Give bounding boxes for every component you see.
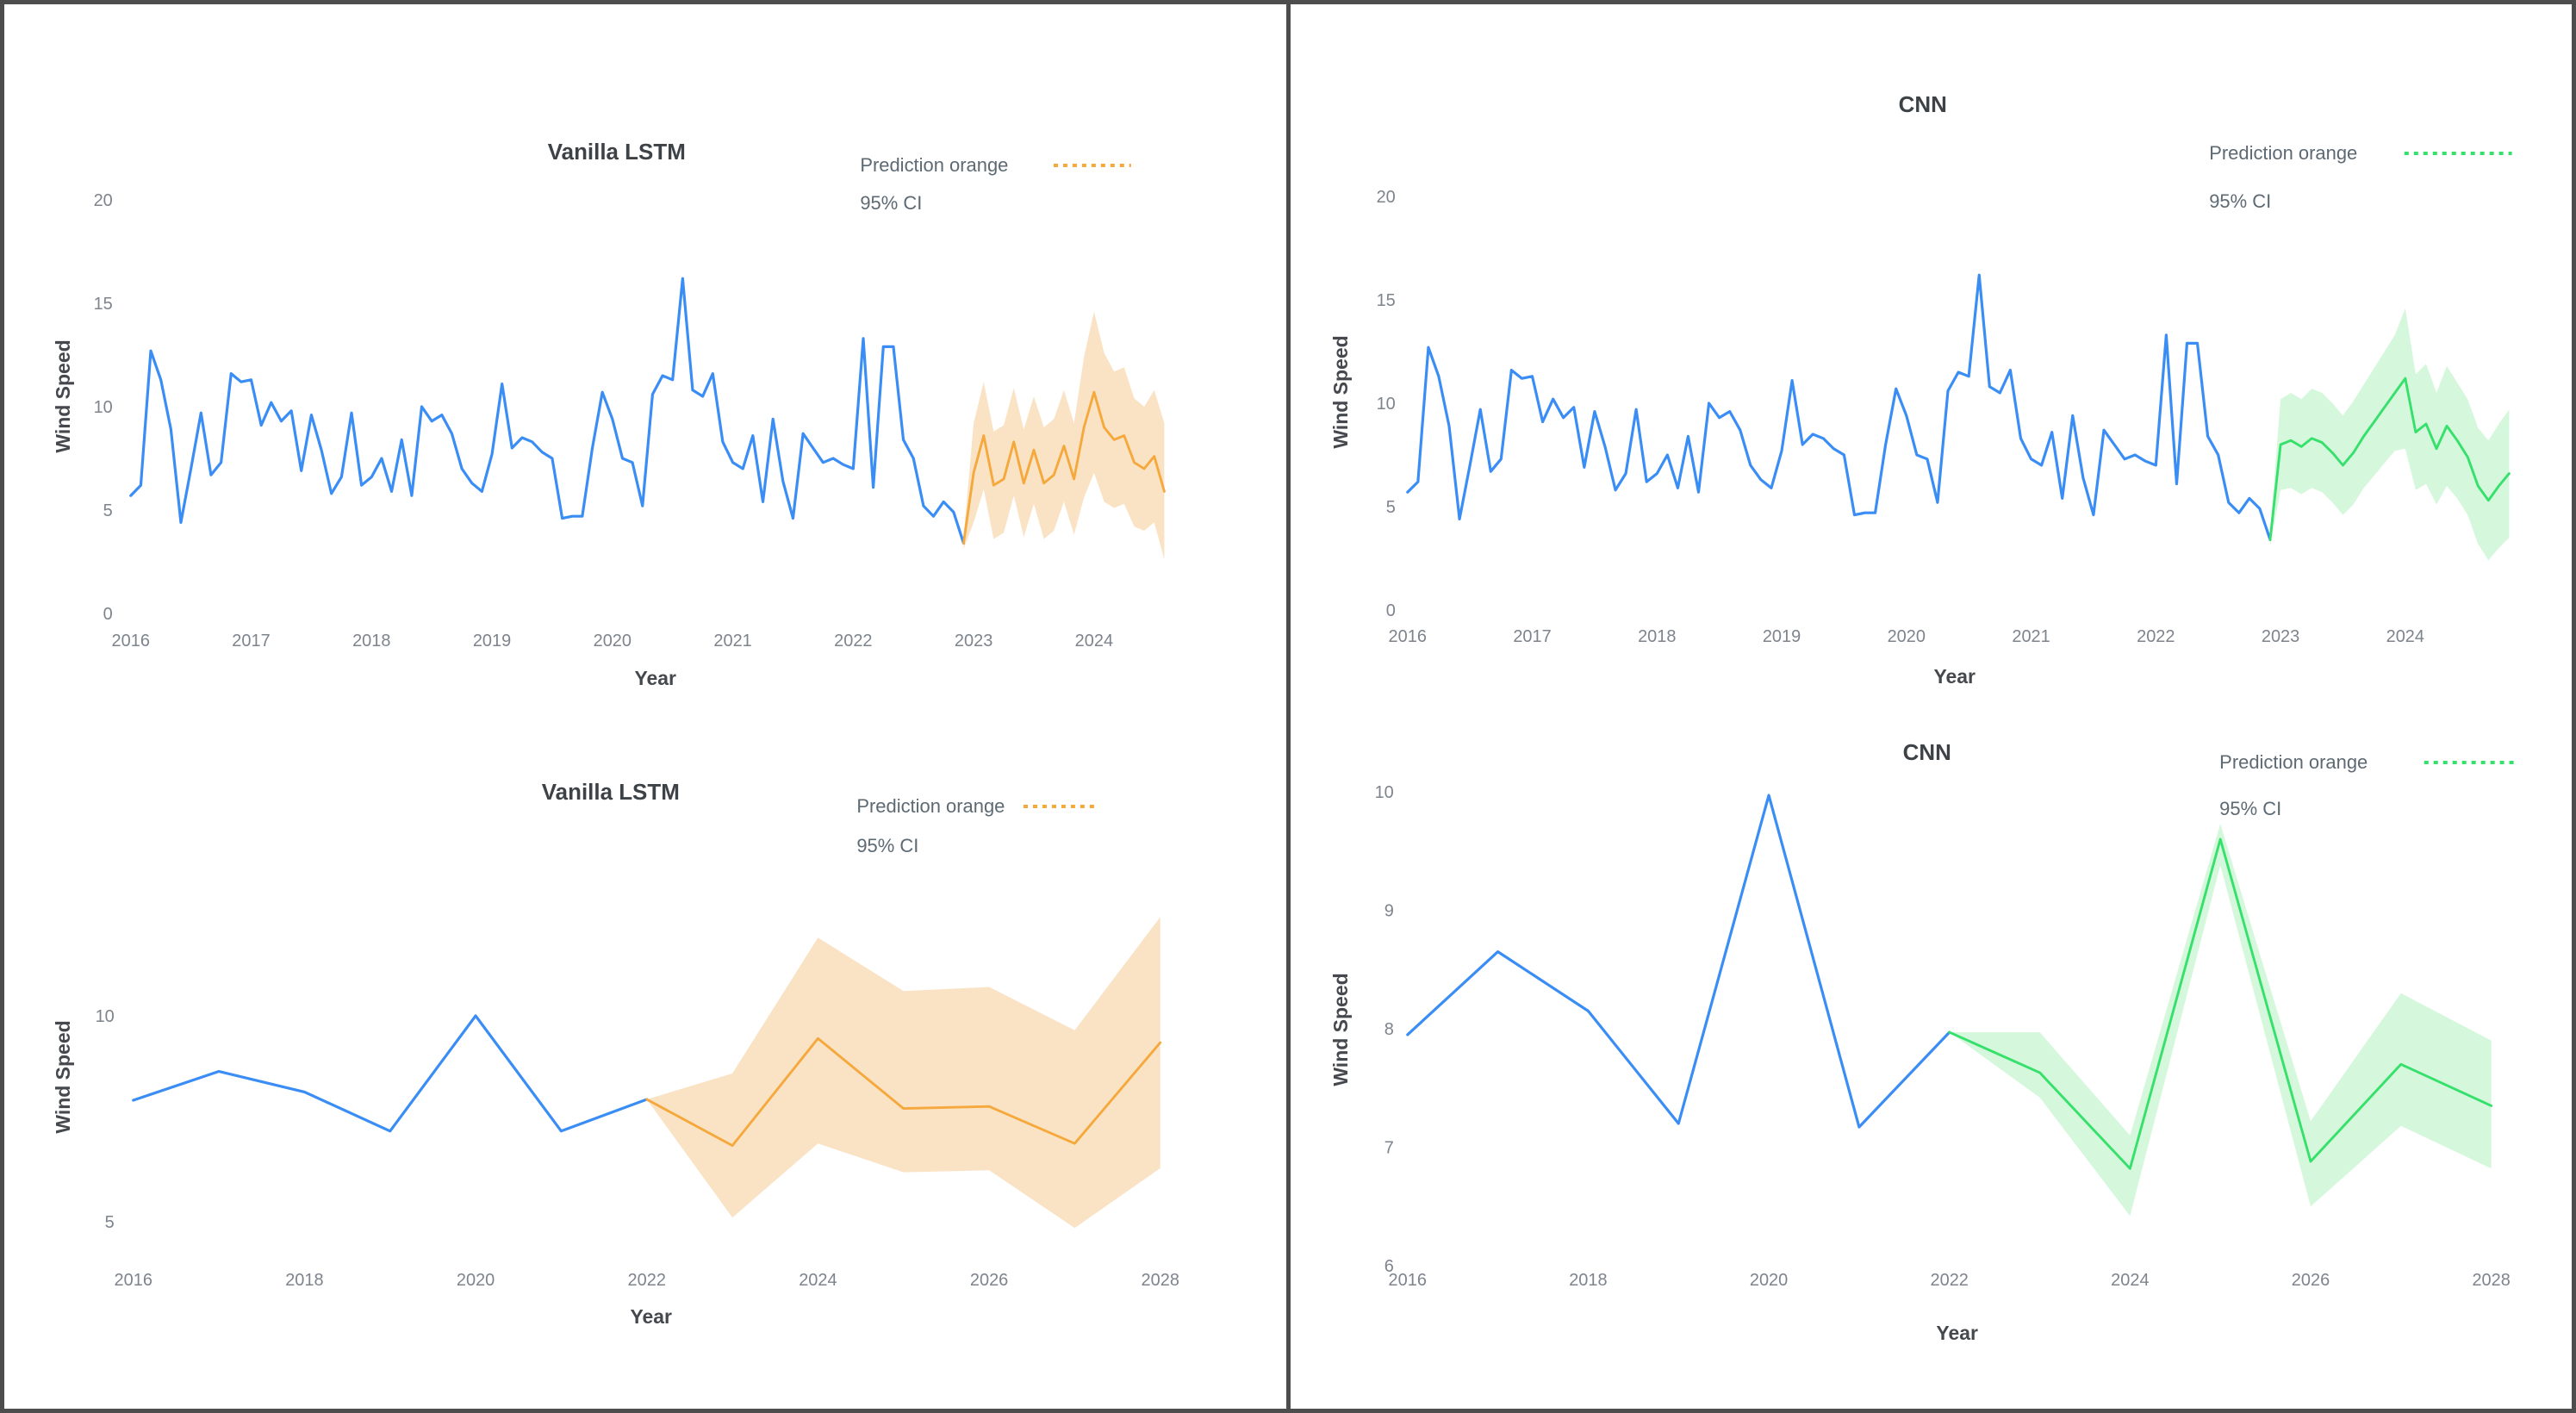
chart-cell-cnn-monthly: CNN 0 5 10 15 20 2016 2017 2018 2019 2020 2021 2022 2… (1291, 4, 2573, 706)
x-tick-label: 2020 (1749, 1271, 1787, 1290)
x-tick-label: 2020 (457, 1271, 495, 1290)
x-tick-label: 2022 (628, 1271, 666, 1290)
x-tick-label: 2016 (112, 632, 150, 650)
prediction-line (1947, 837, 2492, 1170)
x-tick-label: 2018 (285, 1271, 323, 1290)
x-tick-label: 2018 (1569, 1271, 1607, 1290)
x-tick-label: 2016 (1388, 1271, 1426, 1290)
y-axis-label: Wind Speed (52, 1020, 74, 1133)
x-axis-label: Year (1936, 1322, 1978, 1344)
chart-title: Vanilla LSTM (542, 779, 680, 805)
x-tick-label: 2028 (2472, 1271, 2510, 1290)
chart-cell-vanilla-lstm-yearly: Vanilla LSTM 5 10 2016 2018 2020 2022 2024 2026 2… (4, 706, 1286, 1409)
confidence-band (963, 311, 1165, 560)
x-axis-label: Year (634, 667, 676, 689)
y-tick-label: 5 (103, 501, 113, 520)
left-panel-box: Vanilla LSTM 0 5 10 15 20 2016 2017 2018 2019 2020… (4, 4, 1286, 1409)
legend-prediction-label: Prediction orange (2219, 751, 2368, 773)
confidence-band (646, 917, 1160, 1229)
y-tick-label: 10 (94, 398, 113, 417)
x-tick-label: 2021 (713, 632, 751, 650)
y-tick-label: 15 (94, 295, 113, 314)
y-tick-label: 20 (94, 191, 113, 210)
legend-prediction-label: Prediction orange (856, 795, 1005, 817)
legend-prediction-label: Prediction orange (860, 154, 1008, 176)
chart-cell-vanilla-lstm-monthly: Vanilla LSTM 0 5 10 15 20 2016 2017 2018 2019 2020… (4, 4, 1286, 706)
x-tick-label: 2024 (2386, 627, 2424, 646)
x-tick-label: 2019 (473, 632, 511, 650)
prediction-line (645, 1036, 1162, 1148)
chart-cnn-monthly: CNN 0 5 10 15 20 2016 2017 2018 2019 2020 2021 2022 2… (1328, 91, 2512, 688)
y-axis-label: Wind Speed (1328, 973, 1351, 1086)
y-tick-label: 10 (1374, 783, 1393, 802)
legend-ci-label: 95% CI (2209, 190, 2271, 212)
y-tick-label: 0 (1385, 601, 1395, 620)
x-tick-label: 2026 (970, 1271, 1008, 1290)
y-tick-label: 10 (96, 1007, 115, 1026)
legend-ci-label: 95% CI (2219, 798, 2281, 819)
chart-title: Vanilla LSTM (548, 139, 686, 165)
x-tick-label: 2016 (115, 1271, 152, 1290)
confidence-band (1949, 824, 2492, 1217)
y-tick-label: 6 (1384, 1257, 1393, 1276)
chart-vanilla-lstm-yearly: Vanilla LSTM 5 10 2016 2018 2020 2022 2024 2026 2… (52, 779, 1179, 1328)
x-tick-label: 2017 (1513, 627, 1551, 646)
y-tick-label: 15 (1376, 291, 1395, 310)
y-tick-label: 7 (1384, 1138, 1393, 1157)
x-tick-label: 2023 (2261, 627, 2299, 646)
chart-cell-cnn-yearly: CNN 6 7 8 9 10 2016 2018 2020 2022 2024 2026 2028 Win… (1291, 706, 2573, 1409)
chart-cnn-yearly: CNN 6 7 8 9 10 2016 2018 2020 2022 2024 2026 2028 Win… (1328, 739, 2519, 1344)
history-line (1405, 273, 2272, 542)
x-tick-label: 2026 (2291, 1271, 2329, 1290)
chart-title: CNN (1898, 91, 1946, 117)
x-tick-label: 2022 (1930, 1271, 1968, 1290)
x-tick-label: 2018 (1638, 627, 1676, 646)
history-line (1405, 794, 1951, 1129)
x-axis-label: Year (1933, 665, 1976, 688)
y-tick-label: 0 (103, 605, 113, 624)
x-tick-label: 2020 (1887, 627, 1925, 646)
y-tick-label: 9 (1384, 901, 1393, 920)
y-axis-label: Wind Speed (52, 339, 74, 452)
y-axis-label: Wind Speed (1328, 335, 1351, 448)
x-tick-label: 2021 (2012, 627, 2050, 646)
prediction-line (2268, 377, 2511, 541)
confidence-band (2269, 308, 2509, 561)
x-tick-label: 2023 (955, 632, 992, 650)
x-tick-label: 2018 (352, 632, 390, 650)
prediction-line (961, 390, 1166, 545)
x-tick-label: 2016 (1388, 627, 1426, 646)
x-axis-label: Year (630, 1305, 672, 1328)
chart-title: CNN (1902, 739, 1951, 765)
x-tick-label: 2019 (1762, 627, 1800, 646)
right-panel-box: CNN 0 5 10 15 20 2016 2017 2018 2019 2020 2021 2022 2… (1285, 4, 2573, 1409)
history-line (129, 277, 966, 545)
chart-vanilla-lstm-monthly: Vanilla LSTM 0 5 10 15 20 2016 2017 2018 2019 2020… (52, 139, 1166, 689)
y-tick-label: 20 (1376, 188, 1395, 207)
x-tick-label: 2022 (834, 632, 872, 650)
legend-ci-label: 95% CI (856, 835, 918, 856)
x-tick-label: 2024 (1075, 632, 1113, 650)
x-tick-label: 2022 (2137, 627, 2175, 646)
legend-prediction-label: Prediction orange (2209, 142, 2357, 164)
x-tick-label: 2028 (1142, 1271, 1179, 1290)
legend-ci-label: 95% CI (860, 192, 922, 214)
x-tick-label: 2017 (232, 632, 270, 650)
x-tick-label: 2024 (2111, 1271, 2149, 1290)
y-tick-label: 10 (1376, 395, 1395, 414)
y-tick-label: 8 (1384, 1020, 1393, 1039)
y-tick-label: 5 (105, 1213, 115, 1232)
x-tick-label: 2024 (799, 1271, 837, 1290)
y-tick-label: 5 (1385, 498, 1395, 517)
x-tick-label: 2020 (594, 632, 632, 650)
history-line (132, 1014, 649, 1133)
